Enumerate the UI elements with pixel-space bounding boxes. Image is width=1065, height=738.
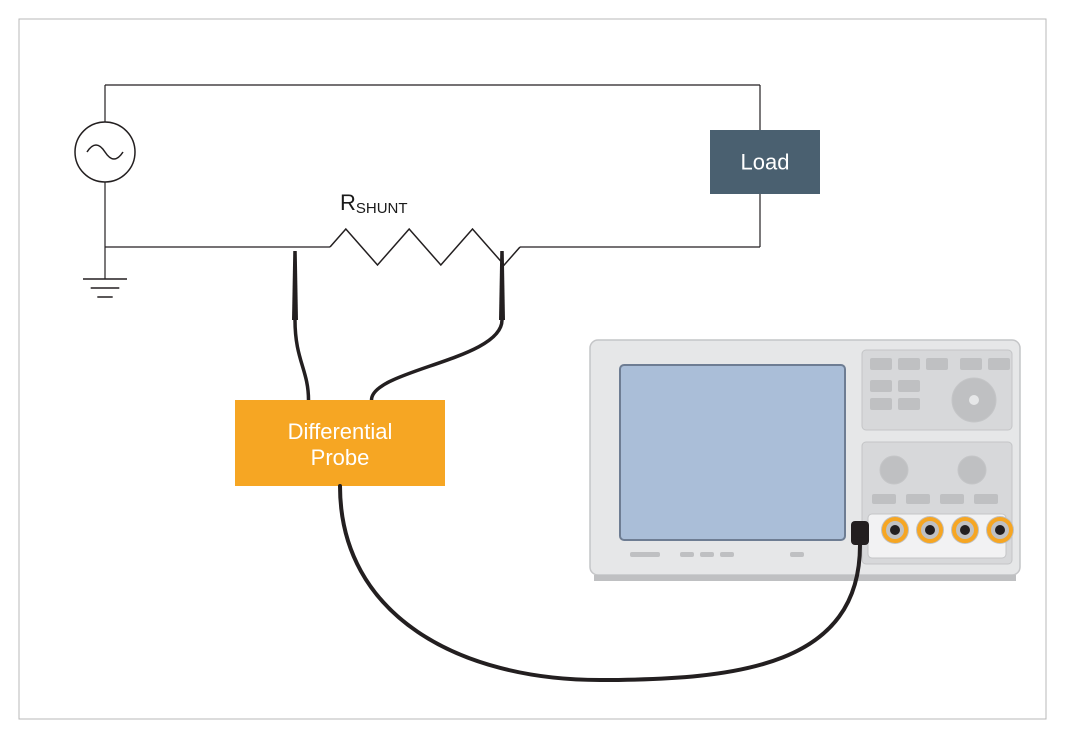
oscilloscope-button: [926, 358, 948, 370]
circuit-diagram-svg: RSHUNTLoadDifferentialProbe: [0, 0, 1065, 738]
oscilloscope-button: [906, 494, 930, 504]
probe-tip-left-icon: [292, 251, 298, 320]
bnc-connector-icon: [951, 516, 979, 544]
diagram-canvas: RSHUNTLoadDifferentialProbe: [0, 0, 1065, 738]
probe-lead-left: [295, 320, 309, 400]
oscilloscope-screen: [620, 365, 845, 540]
oscilloscope-indicator: [630, 552, 660, 557]
oscilloscope-indicator: [700, 552, 714, 557]
oscilloscope-button: [940, 494, 964, 504]
oscilloscope-indicator: [720, 552, 734, 557]
oscilloscope-button: [870, 358, 892, 370]
bnc-connector-icon: [916, 516, 944, 544]
probe-bnc-plug-cap: [853, 524, 867, 538]
probe-tip-right-icon: [499, 251, 505, 320]
oscilloscope-button: [870, 380, 892, 392]
oscilloscope-knob-icon: [880, 456, 908, 484]
oscilloscope-knob-center: [969, 395, 979, 405]
oscilloscope-indicator: [790, 552, 804, 557]
oscilloscope-knob-icon: [958, 456, 986, 484]
oscilloscope-base: [594, 575, 1016, 581]
probe-lead-right: [372, 320, 503, 400]
oscilloscope-button: [898, 358, 920, 370]
oscilloscope-button: [898, 380, 920, 392]
oscilloscope-button: [974, 494, 998, 504]
oscilloscope-button: [960, 358, 982, 370]
rshunt-label: RSHUNT: [340, 190, 408, 217]
oscilloscope-button: [872, 494, 896, 504]
oscilloscope-button: [988, 358, 1010, 370]
oscilloscope-button: [870, 398, 892, 410]
shunt-resistor-icon: [330, 229, 520, 265]
oscilloscope-indicator: [680, 552, 694, 557]
bnc-connector-icon: [986, 516, 1014, 544]
oscilloscope-button: [898, 398, 920, 410]
load-label: Load: [741, 150, 790, 175]
ac-source-sine-icon: [87, 145, 123, 159]
bnc-connector-icon: [881, 516, 909, 544]
